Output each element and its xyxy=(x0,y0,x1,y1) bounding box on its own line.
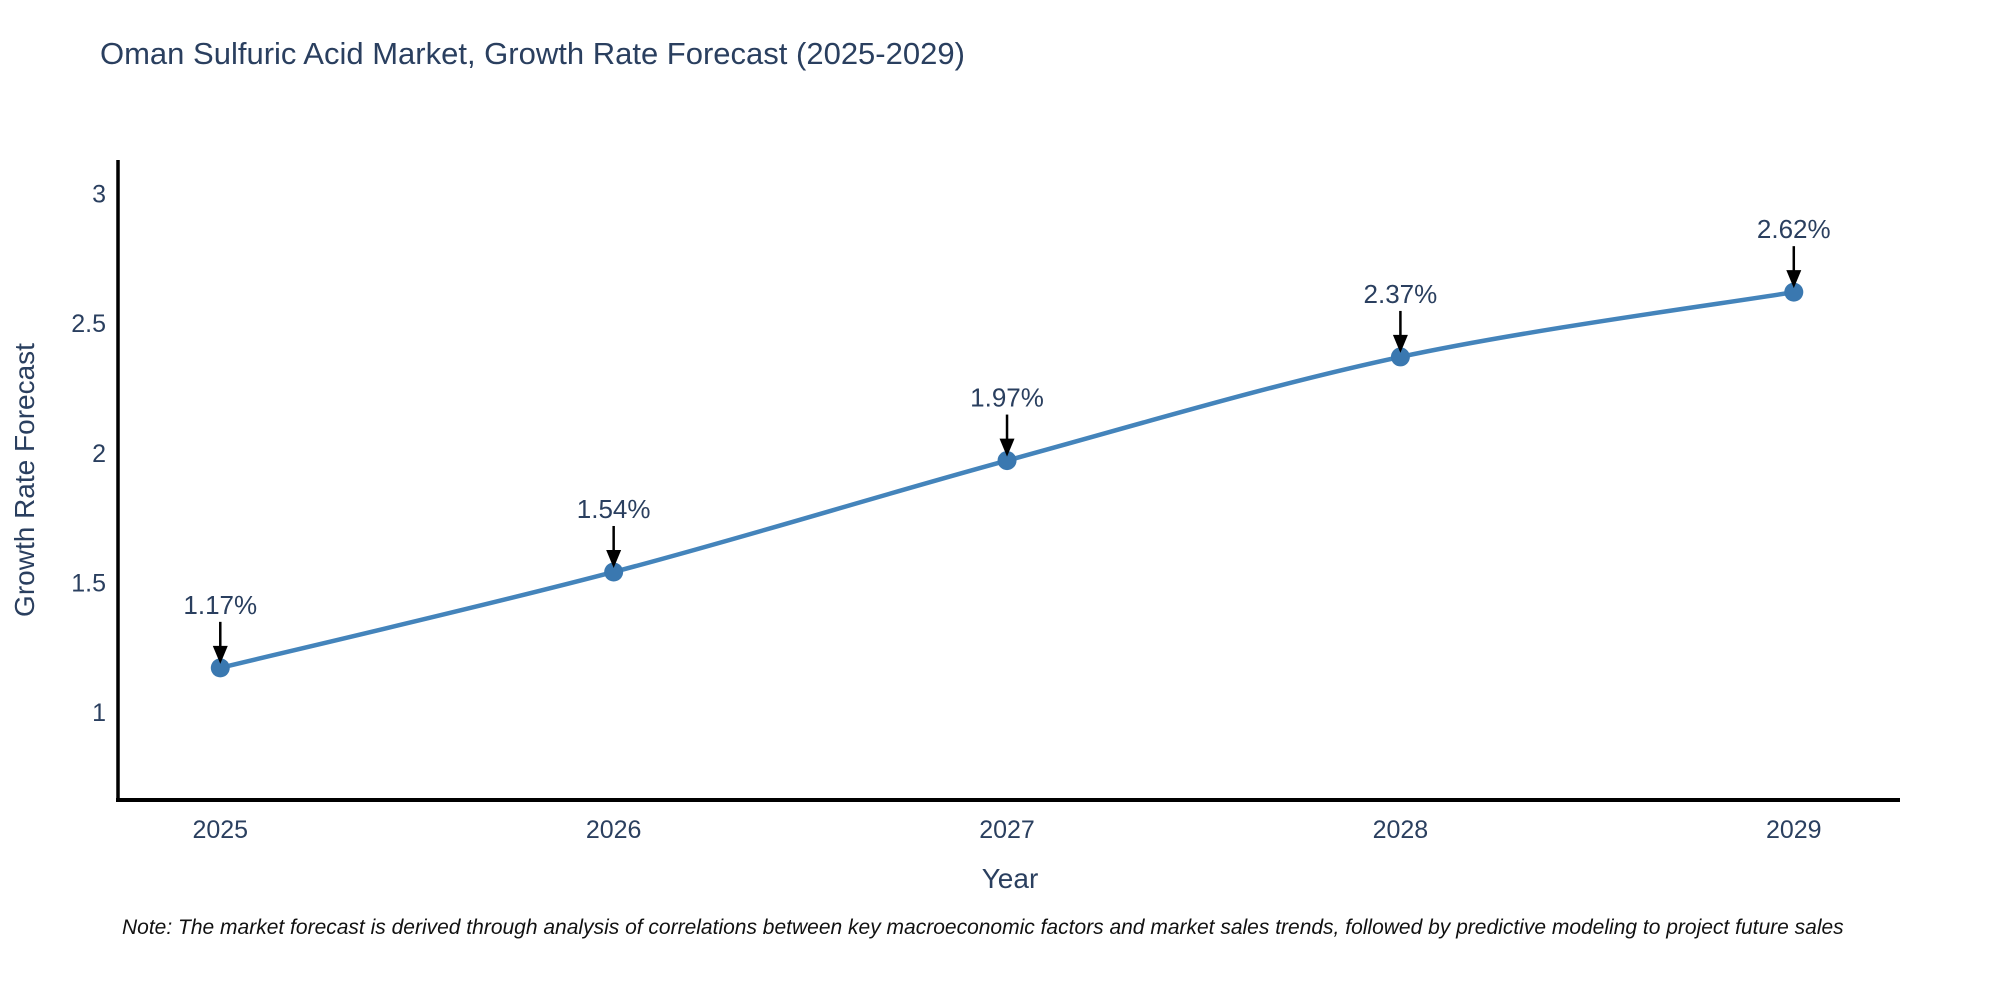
data-point-marker xyxy=(210,658,230,678)
data-point-label: 1.17% xyxy=(183,590,257,620)
y-tick-label: 2 xyxy=(92,440,106,468)
x-tick-label: 2027 xyxy=(979,816,1035,844)
chart-title: Oman Sulfuric Acid Market, Growth Rate F… xyxy=(100,36,965,71)
y-tick-label: 3 xyxy=(92,181,106,209)
annotation-arrow-head xyxy=(1392,334,1408,353)
data-point-label: 2.37% xyxy=(1364,279,1438,309)
data-point-marker xyxy=(1390,347,1410,367)
x-axis-title: Year xyxy=(982,863,1039,894)
x-tick-label: 2026 xyxy=(586,816,642,844)
data-point-marker xyxy=(604,562,624,582)
data-point-label: 1.54% xyxy=(577,494,651,524)
series-line xyxy=(218,289,1797,671)
y-axis-title: Growth Rate Forecast xyxy=(9,343,40,617)
x-tick-label: 2028 xyxy=(1373,816,1429,844)
annotation-arrow-head xyxy=(1786,270,1802,289)
footnote: Note: The market forecast is derived thr… xyxy=(122,916,1844,939)
data-point-marker xyxy=(997,451,1017,471)
annotation-arrow-head xyxy=(999,438,1015,457)
data-point-label: 2.62% xyxy=(1757,214,1831,244)
y-tick-label: 2.5 xyxy=(71,310,106,338)
annotation-arrow-head xyxy=(212,645,228,664)
x-tick-label: 2029 xyxy=(1766,816,1822,844)
annotation-arrow-head xyxy=(606,549,622,568)
data-point-marker xyxy=(1784,282,1804,302)
x-tick-label: 2025 xyxy=(192,816,248,844)
y-tick-label: 1 xyxy=(92,699,106,727)
y-tick-label: 1.5 xyxy=(71,569,106,597)
data-point-label: 1.97% xyxy=(970,383,1044,413)
